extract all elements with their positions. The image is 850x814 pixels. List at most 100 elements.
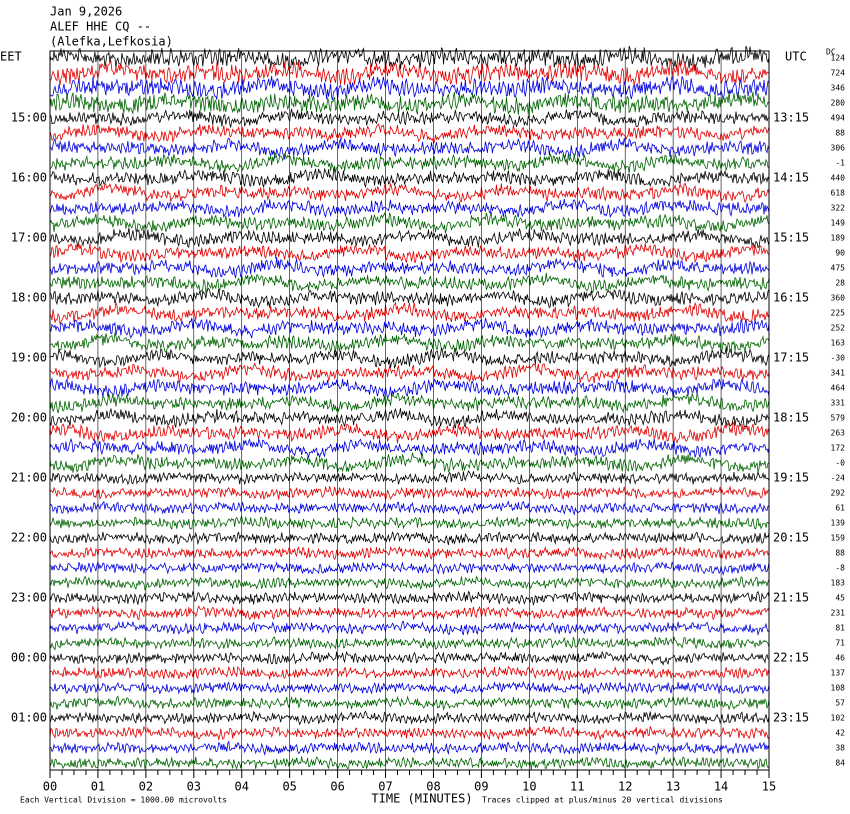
dc-offset: 346 — [831, 84, 846, 93]
dc-offset: 494 — [831, 114, 846, 123]
dc-offset: 341 — [831, 369, 846, 378]
dc-offset: -0 — [835, 459, 845, 468]
trace — [49, 561, 770, 576]
dc-offset: 108 — [831, 684, 846, 693]
trace — [49, 362, 770, 384]
clip-note: Traces clipped at plus/minus 20 vertical… — [482, 796, 723, 805]
dc-offset: 88 — [835, 129, 845, 138]
left-time-label: 22:00 — [11, 531, 47, 545]
left-time-label: 23:00 — [11, 591, 47, 605]
trace — [49, 605, 770, 621]
x-tick-label: 08 — [426, 780, 440, 794]
left-time-label: 16:00 — [11, 171, 47, 185]
left-time-label: 18:00 — [11, 291, 47, 305]
trace — [49, 198, 770, 219]
right-time-label: 13:15 — [773, 111, 809, 125]
dc-offset: -30 — [831, 354, 846, 363]
dc-offset: -24 — [831, 474, 846, 483]
x-tick-label: 01 — [91, 780, 105, 794]
trace — [49, 421, 770, 444]
dc-offset: 163 — [831, 339, 846, 348]
dc-offset: 46 — [835, 654, 845, 663]
trace — [50, 75, 770, 101]
dc-offset: 464 — [831, 384, 846, 393]
trace — [49, 347, 770, 370]
dc-offset: 61 — [835, 504, 845, 513]
dc-offset: 71 — [835, 639, 845, 648]
right-zone: UTC — [785, 50, 807, 64]
dc-offset: 280 — [831, 99, 846, 108]
x-tick-label: 12 — [618, 780, 632, 794]
left-time-label: 21:00 — [11, 471, 47, 485]
left-zone: EET — [0, 50, 22, 64]
trace — [50, 167, 770, 189]
trace — [49, 227, 770, 249]
dc-offset: -1 — [835, 159, 845, 168]
right-time-label: 21:15 — [773, 591, 809, 605]
x-tick-label: 15 — [762, 780, 776, 794]
trace — [49, 317, 770, 339]
x-tick-label: 03 — [187, 780, 201, 794]
trace — [49, 514, 770, 531]
trace — [49, 377, 770, 400]
right-time-label: 15:15 — [773, 231, 809, 245]
dc-offset: 139 — [831, 519, 846, 528]
trace — [49, 590, 770, 607]
trace — [49, 575, 770, 591]
x-tick-label: 13 — [666, 780, 680, 794]
trace — [49, 242, 770, 264]
trace — [49, 301, 770, 325]
traces — [49, 45, 770, 770]
trace — [49, 470, 770, 486]
dc-offset: 189 — [831, 234, 846, 243]
right-time-label: 19:15 — [773, 471, 809, 485]
dc-offset: 263 — [831, 429, 846, 438]
trace — [49, 392, 770, 414]
x-tick-label: 02 — [139, 780, 153, 794]
trace — [49, 531, 770, 546]
trace — [49, 485, 770, 501]
dc-offset: 440 — [831, 174, 846, 183]
trace — [49, 695, 770, 711]
trace — [49, 137, 770, 161]
right-time-label: 20:15 — [773, 531, 809, 545]
x-tick-label: 10 — [522, 780, 536, 794]
trace — [49, 710, 770, 726]
left-time-label: 01:00 — [11, 711, 47, 725]
dc-offset: -8 — [835, 564, 845, 573]
dc-offset: 225 — [831, 309, 846, 318]
x-tick-label: 09 — [474, 780, 488, 794]
trace — [49, 725, 770, 741]
right-time-label: 16:15 — [773, 291, 809, 305]
trace — [49, 452, 770, 473]
trace — [49, 407, 770, 429]
right-time-label: 14:15 — [773, 171, 809, 185]
left-time-label: 15:00 — [11, 111, 47, 125]
dc-offset: 252 — [831, 324, 846, 333]
right-time-label: 17:15 — [773, 351, 809, 365]
trace — [49, 257, 770, 280]
trace — [49, 123, 770, 145]
dc-offset: 475 — [831, 264, 846, 273]
station: ALEF HHE CQ -- — [50, 20, 151, 34]
dc-offset: 172 — [831, 444, 846, 453]
trace — [49, 680, 770, 695]
dc-offset: 81 — [835, 624, 845, 633]
dc-offset: 724 — [831, 69, 846, 78]
dc-offset: 360 — [831, 294, 846, 303]
dc-offset: 57 — [835, 699, 845, 708]
left-time-label: 19:00 — [11, 351, 47, 365]
dc-offset: 45 — [835, 594, 845, 603]
dc-offset: 90 — [835, 249, 845, 258]
dc-offset: 38 — [835, 744, 845, 753]
trace — [49, 91, 770, 116]
trace — [49, 151, 770, 174]
date: Jan 9,2026 — [50, 5, 122, 19]
left-time-label: 00:00 — [11, 651, 47, 665]
dc-offset: 306 — [831, 144, 846, 153]
dc-offset: 292 — [831, 489, 846, 498]
trace — [49, 650, 770, 666]
trace — [49, 665, 770, 682]
right-time-label: 18:15 — [773, 411, 809, 425]
dc-title: DC — [826, 48, 836, 57]
